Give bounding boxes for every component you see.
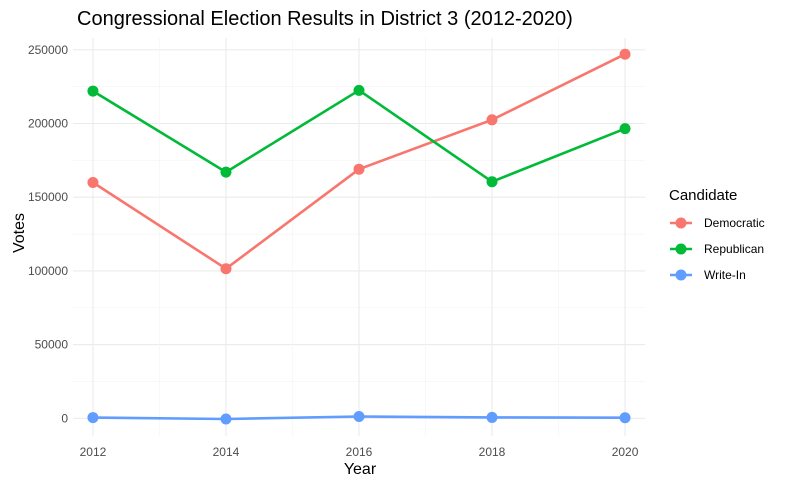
legend-title: Candidate — [669, 187, 737, 204]
y-tick-label: 50000 — [35, 338, 69, 352]
x-tick-label: 2018 — [479, 445, 506, 459]
data-point-write-in — [619, 412, 631, 424]
y-axis-ticks: 0 50000 100000 150000 200000 250000 — [28, 43, 68, 426]
data-point-democratic — [619, 48, 631, 60]
data-point-democratic — [220, 263, 232, 275]
chart-title: Congressional Election Results in Distri… — [77, 8, 573, 30]
data-point-republican — [486, 176, 498, 188]
legend-key-point-write-in — [675, 269, 687, 281]
legend-label-democratic: Democratic — [704, 216, 765, 230]
y-tick-label: 100000 — [28, 264, 68, 278]
x-axis-title: Year — [344, 461, 377, 478]
x-axis-ticks: 2012 2014 2016 2018 2020 — [80, 445, 639, 459]
y-axis-title: Votes — [11, 213, 28, 253]
data-point-republican — [353, 84, 365, 96]
legend-label-write-in: Write-In — [704, 268, 746, 282]
x-tick-label: 2020 — [612, 445, 639, 459]
plot-grid — [73, 38, 645, 436]
series-layer — [87, 48, 631, 425]
data-point-democratic — [486, 114, 498, 126]
legend-key-point-republican — [675, 243, 687, 255]
data-point-republican — [619, 123, 631, 135]
legend-key-point-democratic — [675, 217, 687, 229]
y-tick-label: 250000 — [28, 43, 68, 57]
data-point-write-in — [220, 413, 232, 425]
data-point-democratic — [87, 176, 99, 188]
data-point-republican — [220, 166, 232, 178]
data-point-write-in — [486, 411, 498, 423]
x-tick-label: 2012 — [80, 445, 107, 459]
data-point-democratic — [353, 163, 365, 175]
data-point-write-in — [87, 412, 99, 424]
y-tick-label: 150000 — [28, 190, 68, 204]
data-point-write-in — [353, 411, 365, 423]
legend: Candidate Democratic Republican Write-In — [669, 187, 765, 282]
data-point-republican — [87, 85, 99, 97]
y-tick-label: 0 — [61, 411, 68, 425]
x-tick-label: 2014 — [213, 445, 240, 459]
legend-label-republican: Republican — [704, 242, 764, 256]
y-tick-label: 200000 — [28, 116, 68, 130]
x-tick-label: 2016 — [346, 445, 373, 459]
